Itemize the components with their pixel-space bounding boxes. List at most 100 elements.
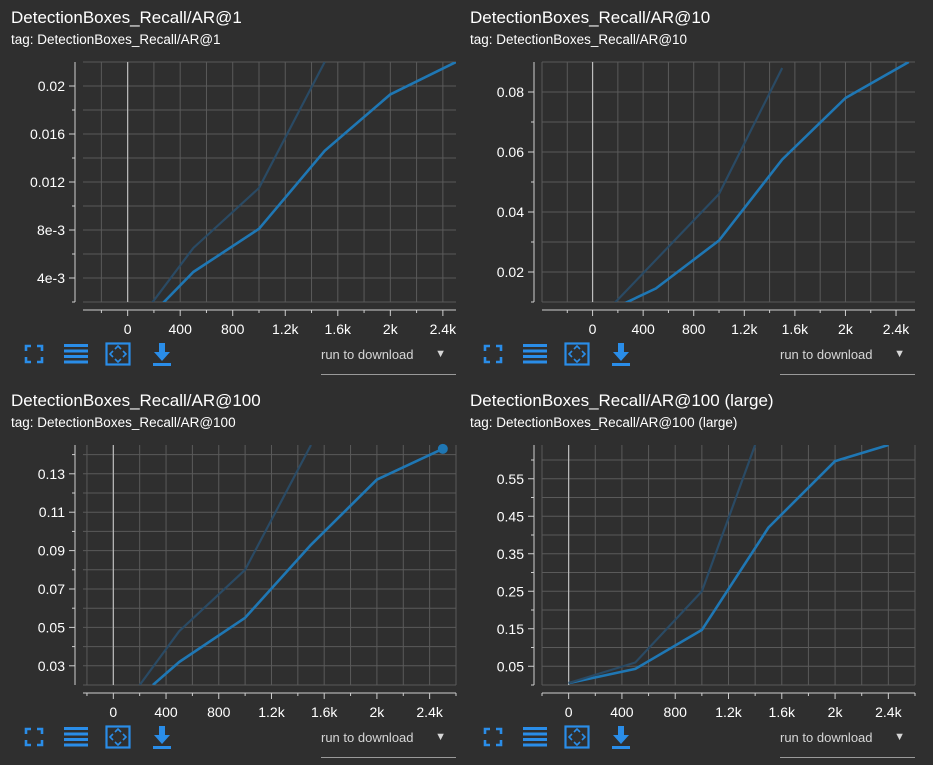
fullscreen-button[interactable] <box>20 340 48 368</box>
x-tick-label: 800 <box>664 704 688 720</box>
x-tick-label: 400 <box>169 321 193 337</box>
series-line-raw <box>614 67 784 302</box>
y-tick-label: 0.012 <box>30 174 65 190</box>
card-title: DetectionBoxes_Recall/AR@1 <box>11 8 242 27</box>
fit-domain-button[interactable] <box>563 340 591 368</box>
fullscreen-icon <box>20 727 48 755</box>
download-icon <box>148 726 176 755</box>
x-tick-label: 1.2k <box>258 704 285 720</box>
y-tick-label: 0.07 <box>38 581 65 597</box>
chevron-down-icon: ▼ <box>894 348 905 360</box>
toggle-log-scale-icon <box>62 344 90 372</box>
x-tick-label: 2k <box>828 704 844 720</box>
card-title: DetectionBoxes_Recall/AR@10 <box>470 8 711 27</box>
run-to-download-select[interactable]: run to download ▼ <box>321 344 456 375</box>
toggle-log-scale-button[interactable] <box>62 723 90 751</box>
series-line-smoothed <box>152 447 444 685</box>
chevron-down-icon: ▼ <box>894 731 905 743</box>
y-tick-label: 0.06 <box>497 144 524 160</box>
y-tick-label: 0.35 <box>497 546 524 562</box>
x-tick-label: 0 <box>109 704 117 720</box>
y-tick-label: 0.11 <box>39 504 65 520</box>
card-tag: tag: DetectionBoxes_Recall/AR@100 <box>11 415 236 430</box>
series-line-smoothed <box>568 445 889 685</box>
download-button[interactable] <box>148 340 176 368</box>
series-line-smoothed <box>624 62 910 302</box>
plot-area <box>138 445 444 685</box>
card-toolbar: run to download ▼ <box>459 723 918 763</box>
x-tick-label: 1.2k <box>715 704 742 720</box>
line-chart[interactable]: 0.02 0.04 0.06 0.08 0 400 800 1.2k 1.6k 2k 2.4k <box>459 0 918 340</box>
y-tick-label: 0.02 <box>38 78 65 94</box>
toggle-log-scale-button[interactable] <box>62 340 90 368</box>
fit-domain-button[interactable] <box>104 340 132 368</box>
download-icon <box>148 343 176 372</box>
fullscreen-icon <box>479 727 507 755</box>
chevron-down-icon: ▼ <box>435 731 446 743</box>
fullscreen-button[interactable] <box>479 723 507 751</box>
series-line-raw <box>151 62 326 302</box>
line-chart[interactable]: 4e-3 8e-3 0.012 0.016 0.02 0 400 800 1.2k 1.6k 2k 2… <box>0 0 459 340</box>
plot-area <box>568 445 889 685</box>
x-tick-label: 2k <box>383 321 399 337</box>
y-tick-label: 0.45 <box>497 508 524 524</box>
y-tick-label: 0.016 <box>30 126 65 142</box>
run-select-label: run to download <box>321 730 414 745</box>
chart-card-ar100: DetectionBoxes_Recall/AR@100 tag: Detect… <box>0 383 459 765</box>
card-title: DetectionBoxes_Recall/AR@100 <box>11 391 261 410</box>
card-title: DetectionBoxes_Recall/AR@100 (large) <box>470 391 774 410</box>
x-tick-label: 1.6k <box>782 321 809 337</box>
fit-domain-icon <box>104 725 132 755</box>
fullscreen-button[interactable] <box>479 340 507 368</box>
y-tick-label: 0.05 <box>497 658 524 674</box>
x-tick-label: 1.2k <box>272 321 299 337</box>
download-button[interactable] <box>148 723 176 751</box>
run-to-download-select[interactable]: run to download ▼ <box>780 727 915 758</box>
y-tick-label: 0.25 <box>497 583 524 599</box>
grid <box>83 61 456 303</box>
run-select-label: run to download <box>321 347 414 362</box>
x-tick-label: 1.6k <box>325 321 352 337</box>
x-tick-label: 2k <box>370 704 386 720</box>
chevron-down-icon: ▼ <box>435 348 446 360</box>
grid <box>541 445 916 686</box>
y-tick-label: 0.15 <box>497 621 524 637</box>
fit-domain-button[interactable] <box>104 723 132 751</box>
fit-domain-button[interactable] <box>563 723 591 751</box>
y-tick-label: 0.03 <box>38 658 65 674</box>
card-toolbar: run to download ▼ <box>0 723 459 763</box>
y-tick-label: 4e-3 <box>37 270 65 286</box>
x-tick-label: 400 <box>631 321 655 337</box>
toggle-log-scale-button[interactable] <box>521 340 549 368</box>
download-button[interactable] <box>607 340 635 368</box>
y-tick-label: 8e-3 <box>37 222 65 238</box>
y-tick-label: 0.13 <box>38 466 65 482</box>
y-tick-label: 0.02 <box>497 264 524 280</box>
x-tick-label: 800 <box>682 321 706 337</box>
run-select-label: run to download <box>780 730 873 745</box>
series-line-raw <box>138 445 312 685</box>
card-toolbar: run to download ▼ <box>459 340 918 380</box>
x-tick-label: 800 <box>207 704 231 720</box>
series-line-raw <box>568 445 757 685</box>
toggle-log-scale-button[interactable] <box>521 723 549 751</box>
y-tick-label: 0.55 <box>497 471 524 487</box>
run-to-download-select[interactable]: run to download ▼ <box>321 727 456 758</box>
y-tick-label: 0.05 <box>38 619 65 635</box>
grid <box>541 61 915 303</box>
fullscreen-icon <box>20 344 48 372</box>
plot-area <box>151 62 456 302</box>
line-chart[interactable]: 0.05 0.15 0.25 0.35 0.45 0.55 0 400 800 1.2k 1.6k 2… <box>459 383 918 723</box>
y-tick-label: 0.08 <box>497 84 524 100</box>
download-icon <box>607 726 635 755</box>
y-tick-label: 0.04 <box>497 204 524 220</box>
toggle-log-scale-icon <box>521 344 549 372</box>
fullscreen-button[interactable] <box>20 723 48 751</box>
toggle-log-scale-icon <box>521 727 549 755</box>
line-chart[interactable]: 0.03 0.05 0.07 0.09 0.11 0.13 0 400 800 1.2k 1.6k 2… <box>0 383 459 723</box>
run-to-download-select[interactable]: run to download ▼ <box>780 344 915 375</box>
fit-domain-icon <box>563 725 591 755</box>
fit-domain-icon <box>563 342 591 372</box>
x-tick-label: 2.4k <box>416 704 443 720</box>
download-button[interactable] <box>607 723 635 751</box>
